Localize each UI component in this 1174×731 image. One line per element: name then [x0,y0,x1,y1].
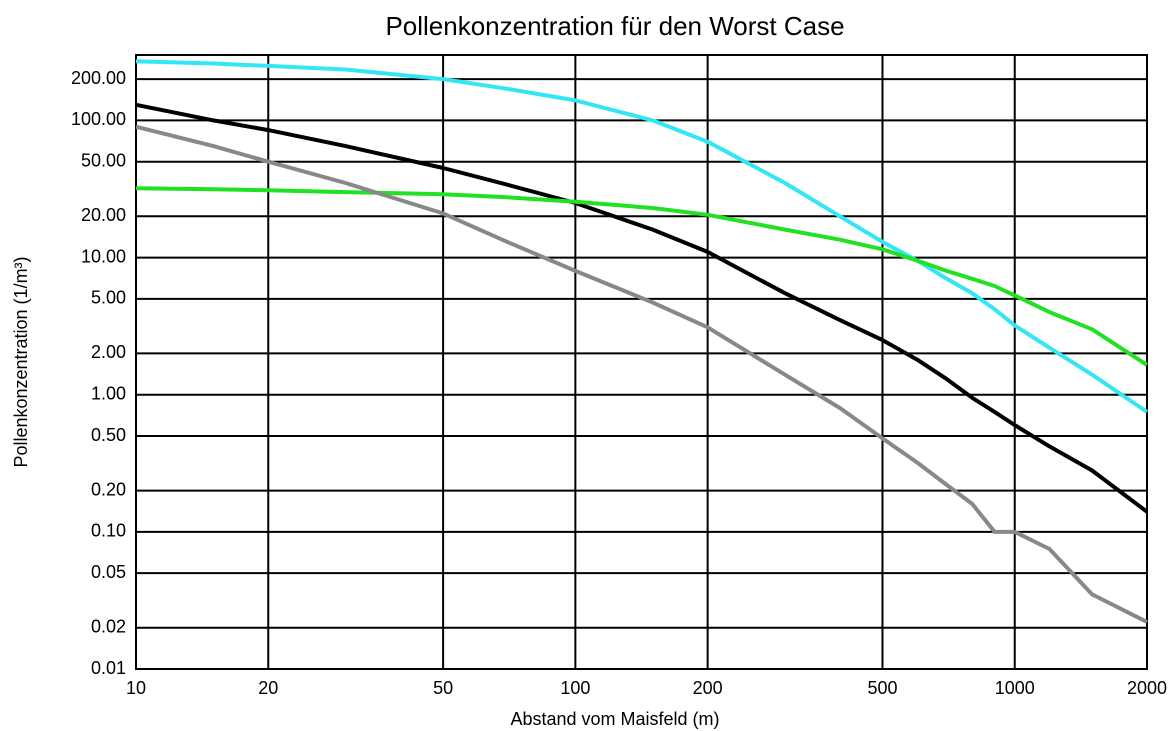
x-tick-label: 50 [433,678,453,698]
y-tick-label: 0.02 [91,616,126,636]
x-tick-label: 2000 [1127,678,1167,698]
y-tick-label: 0.50 [91,425,126,445]
y-tick-label: 200.00 [71,68,126,88]
y-tick-label: 0.20 [91,479,126,499]
y-tick-label: 1.00 [91,383,126,403]
chart-title: Pollenkonzentration für den Worst Case [385,11,844,41]
series-line [135,102,1149,514]
x-tick-label: 20 [258,678,278,698]
plot-border [135,54,1148,670]
series-line [135,59,1149,414]
x-tick-label: 200 [693,678,723,698]
y-tick-label: 2.00 [91,342,126,362]
y-tick-label: 5.00 [91,288,126,308]
x-tick-label: 500 [867,678,897,698]
y-tick-label: 10.00 [81,246,126,266]
x-axis-label: Abstand vom Maisfeld (m) [510,709,719,729]
x-tick-label: 10 [126,678,146,698]
y-tick-label: 100.00 [71,109,126,129]
y-tick-label: 0.10 [91,521,126,541]
x-tick-label: 100 [560,678,590,698]
series-line [135,186,1149,367]
x-tick-label: 1000 [995,678,1035,698]
series-line [135,124,1148,624]
y-axis-label: Pollenkonzentration (1/m³) [11,256,31,467]
y-tick-label: 0.05 [91,562,126,582]
y-tick-label: 50.00 [81,150,126,170]
y-tick-label: 20.00 [81,205,126,225]
y-tick-label: 0.01 [91,658,126,678]
